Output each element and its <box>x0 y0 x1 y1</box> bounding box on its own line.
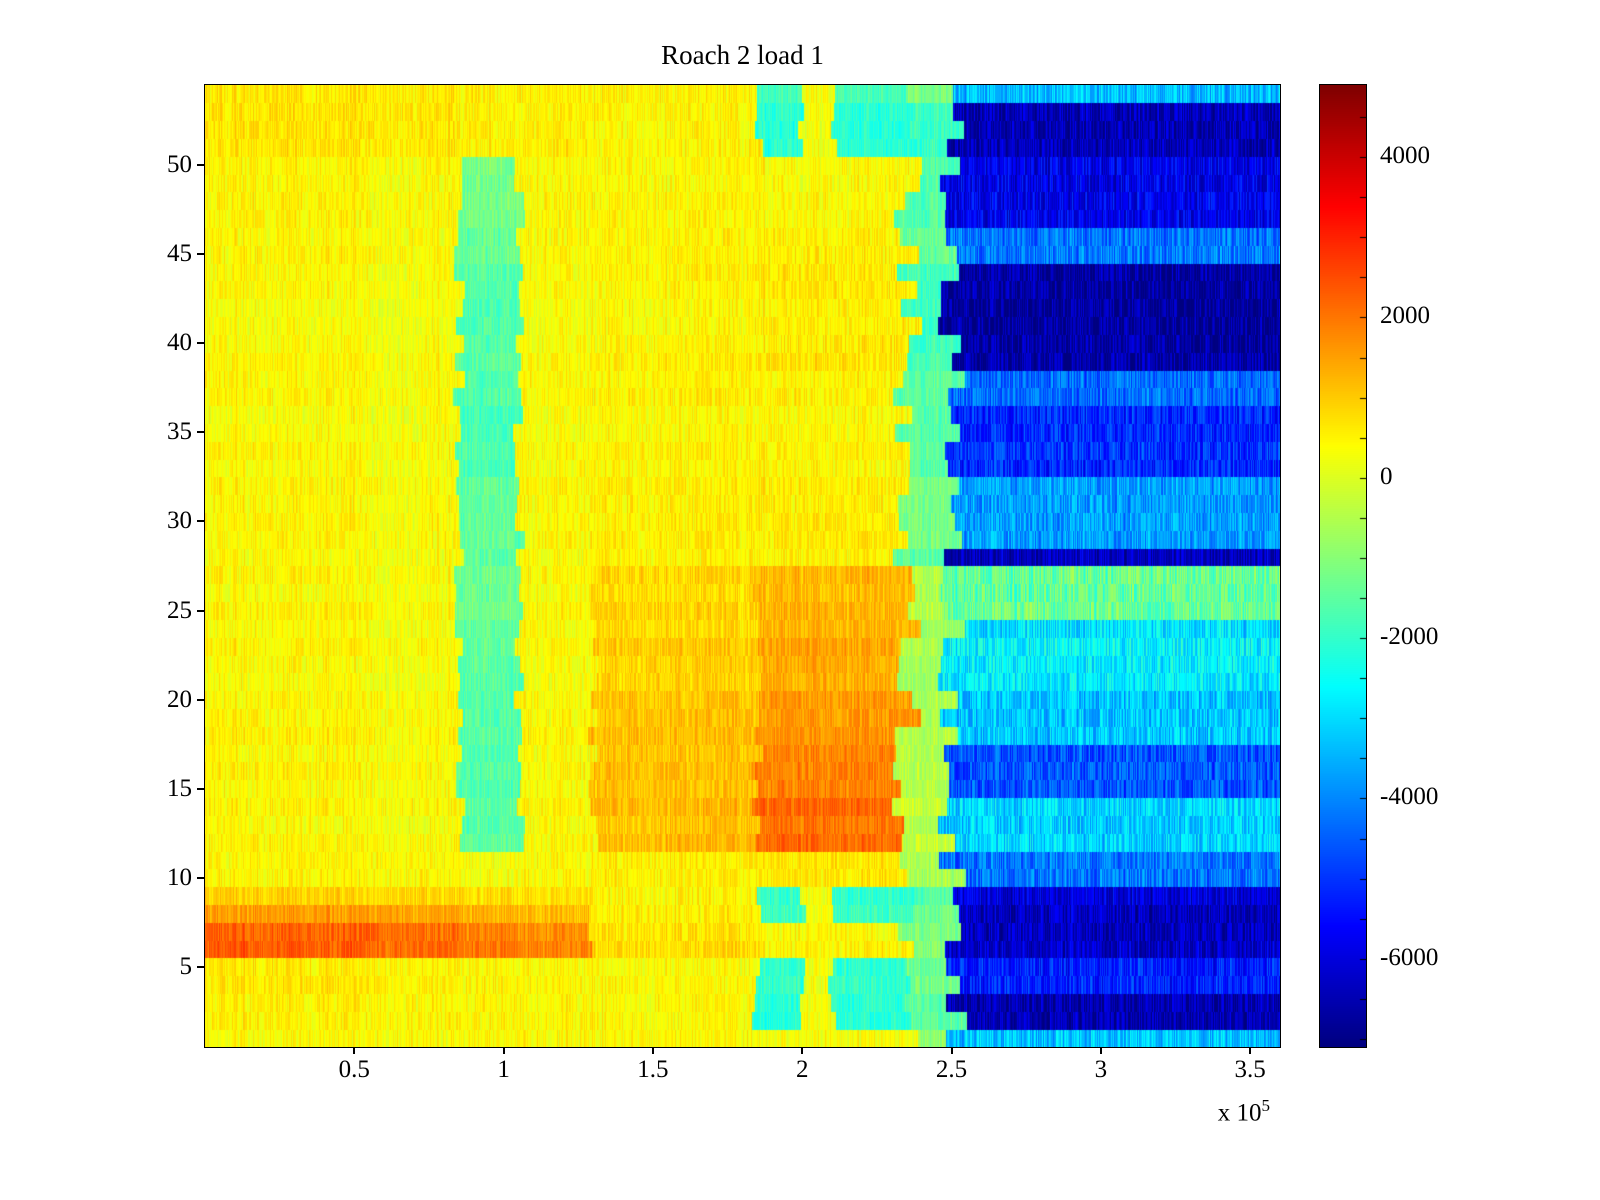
x-tick-label: 2 <box>757 1056 847 1084</box>
y-tick-mark <box>197 788 204 790</box>
colorbar-tick-label: 4000 <box>1380 142 1430 170</box>
y-tick-mark <box>197 877 204 879</box>
y-tick-label: 45 <box>112 241 192 267</box>
colorbar-gradient <box>1320 85 1366 1047</box>
y-tick-label: 10 <box>112 865 192 891</box>
x-tick-label: 3.5 <box>1205 1056 1295 1084</box>
heatmap-image <box>205 85 1280 1047</box>
y-tick-mark <box>197 610 204 612</box>
x-tick-mark <box>353 1048 355 1054</box>
x-tick-label: 1.5 <box>608 1056 698 1084</box>
y-tick-mark <box>197 342 204 344</box>
figure: Roach 2 load 1 5 10 15 20 25 30 35 40 45 50 0.5 1 1… <box>0 0 1600 1200</box>
y-tick-mark <box>197 253 204 255</box>
y-tick-label: 20 <box>112 687 192 713</box>
x-tick-label: 1 <box>459 1056 549 1084</box>
x-tick-label: 0.5 <box>309 1056 399 1084</box>
colorbar-tick-label: -2000 <box>1380 623 1438 651</box>
y-tick-label: 30 <box>112 508 192 534</box>
colorbar-tick-label: 2000 <box>1380 302 1430 330</box>
y-tick-mark <box>197 164 204 166</box>
colorbar-tick-label: 0 <box>1380 463 1393 491</box>
plot-area <box>204 84 1281 1048</box>
x-tick-mark <box>801 1048 803 1054</box>
x-exponent-sup: 5 <box>1262 1096 1271 1115</box>
colorbar-tick-label: -6000 <box>1380 944 1438 972</box>
y-tick-label: 25 <box>112 598 192 624</box>
x-tick-mark <box>503 1048 505 1054</box>
x-tick-mark <box>951 1048 953 1054</box>
colorbar <box>1319 84 1367 1048</box>
y-tick-label: 50 <box>112 152 192 178</box>
y-tick-label: 15 <box>112 776 192 802</box>
y-tick-mark <box>197 520 204 522</box>
x-exponent-text: x 10 <box>1218 1099 1262 1126</box>
x-tick-label: 3 <box>1056 1056 1146 1084</box>
x-tick-mark <box>652 1048 654 1054</box>
y-tick-label: 40 <box>112 330 192 356</box>
chart-title: Roach 2 load 1 <box>205 40 1280 71</box>
y-tick-mark <box>197 431 204 433</box>
x-tick-mark <box>1249 1048 1251 1054</box>
x-axis-exponent-label: x 105 <box>1130 1096 1270 1127</box>
y-tick-label: 5 <box>112 954 192 980</box>
x-tick-label: 2.5 <box>907 1056 997 1084</box>
colorbar-tick-label: -4000 <box>1380 783 1438 811</box>
x-tick-mark <box>1100 1048 1102 1054</box>
y-tick-mark <box>197 966 204 968</box>
y-tick-label: 35 <box>112 419 192 445</box>
y-tick-mark <box>197 699 204 701</box>
